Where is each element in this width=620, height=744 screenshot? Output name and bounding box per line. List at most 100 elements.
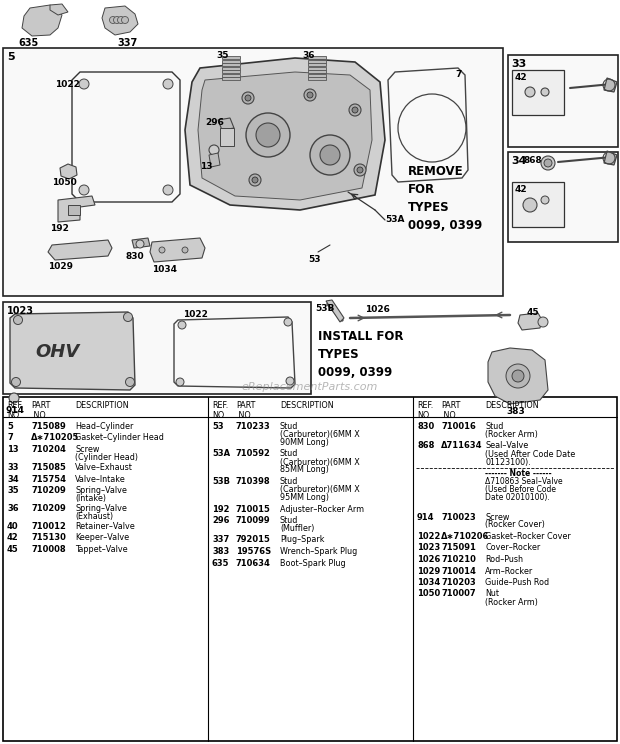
Text: 35: 35 bbox=[7, 486, 19, 495]
Text: Nut: Nut bbox=[485, 589, 499, 598]
Text: (Used After Code Date: (Used After Code Date bbox=[485, 449, 575, 458]
Text: DESCRIPTION: DESCRIPTION bbox=[280, 401, 334, 410]
Text: 868: 868 bbox=[524, 156, 542, 165]
Text: 1026: 1026 bbox=[365, 305, 390, 314]
Text: Stud: Stud bbox=[280, 449, 298, 458]
Text: 710210: 710210 bbox=[441, 555, 476, 564]
Circle shape bbox=[163, 79, 173, 89]
Polygon shape bbox=[604, 78, 617, 92]
Text: Spring–Valve: Spring–Valve bbox=[75, 504, 127, 513]
Text: Screw: Screw bbox=[485, 513, 510, 522]
Text: REF.
NO.: REF. NO. bbox=[7, 401, 24, 420]
Text: 337: 337 bbox=[212, 536, 229, 545]
Text: 34: 34 bbox=[7, 475, 19, 484]
Text: 710209: 710209 bbox=[31, 504, 66, 513]
Text: 710233: 710233 bbox=[236, 422, 271, 431]
Text: 1050: 1050 bbox=[417, 589, 440, 598]
Text: 35: 35 bbox=[216, 51, 229, 60]
Text: (Muffler): (Muffler) bbox=[280, 524, 314, 533]
Text: 710014: 710014 bbox=[441, 566, 476, 576]
Text: 1023: 1023 bbox=[7, 306, 34, 316]
Circle shape bbox=[159, 247, 165, 253]
Text: 296: 296 bbox=[212, 516, 229, 525]
Text: (Carburetor)(6MM X: (Carburetor)(6MM X bbox=[280, 458, 360, 466]
Text: Wrench–Spark Plug: Wrench–Spark Plug bbox=[280, 547, 357, 556]
Text: 42: 42 bbox=[7, 533, 19, 542]
Bar bbox=[220, 128, 234, 146]
Text: 192: 192 bbox=[212, 504, 229, 513]
Text: 1022: 1022 bbox=[417, 532, 440, 541]
Text: 13: 13 bbox=[7, 445, 19, 454]
Text: 1050: 1050 bbox=[52, 178, 77, 187]
Text: 635: 635 bbox=[212, 559, 229, 568]
Text: (Rocker Arm): (Rocker Arm) bbox=[485, 430, 538, 439]
Text: Plug–Spark: Plug–Spark bbox=[280, 536, 324, 545]
Text: PART
 NO.: PART NO. bbox=[236, 401, 255, 420]
Circle shape bbox=[182, 247, 188, 253]
Polygon shape bbox=[102, 6, 138, 35]
Text: Δ∗710205: Δ∗710205 bbox=[31, 434, 79, 443]
Bar bbox=[3, 48, 503, 296]
Bar bbox=[222, 66, 240, 69]
Text: Tappet–Valve: Tappet–Valve bbox=[75, 545, 128, 554]
Text: 710012: 710012 bbox=[31, 522, 66, 531]
Circle shape bbox=[136, 240, 144, 248]
Polygon shape bbox=[50, 4, 68, 15]
Text: 710008: 710008 bbox=[31, 545, 66, 554]
Text: 53B: 53B bbox=[212, 477, 230, 486]
Bar bbox=[222, 60, 240, 62]
Circle shape bbox=[307, 92, 313, 98]
Text: Date 02010100).: Date 02010100). bbox=[485, 493, 550, 502]
Circle shape bbox=[242, 92, 254, 104]
Bar bbox=[222, 70, 240, 73]
Polygon shape bbox=[518, 313, 542, 330]
Text: 7: 7 bbox=[7, 434, 13, 443]
Text: 33: 33 bbox=[7, 463, 19, 472]
Circle shape bbox=[79, 185, 89, 195]
Circle shape bbox=[354, 164, 366, 176]
Bar bbox=[308, 77, 326, 80]
Text: Δ∗710206: Δ∗710206 bbox=[441, 532, 489, 541]
Text: 5: 5 bbox=[7, 422, 13, 431]
Text: Screw: Screw bbox=[75, 445, 99, 454]
Circle shape bbox=[525, 87, 535, 97]
Text: 337: 337 bbox=[117, 38, 137, 48]
Circle shape bbox=[14, 315, 22, 324]
Circle shape bbox=[9, 393, 19, 403]
Polygon shape bbox=[185, 58, 385, 210]
Circle shape bbox=[79, 79, 89, 89]
Text: 715130: 715130 bbox=[31, 533, 66, 542]
Circle shape bbox=[506, 364, 530, 388]
Text: (Cylinder Head): (Cylinder Head) bbox=[75, 453, 138, 462]
Text: (Intake): (Intake) bbox=[75, 494, 106, 503]
Text: Stud: Stud bbox=[280, 422, 298, 431]
Text: 53: 53 bbox=[212, 422, 224, 431]
Circle shape bbox=[286, 377, 294, 385]
Circle shape bbox=[352, 107, 358, 113]
Text: Cover–Rocker: Cover–Rocker bbox=[485, 544, 540, 553]
Text: 19576S: 19576S bbox=[236, 547, 271, 556]
Text: 192: 192 bbox=[50, 224, 69, 233]
Text: 710204: 710204 bbox=[31, 445, 66, 454]
Text: Valve–Intake: Valve–Intake bbox=[75, 475, 126, 484]
Text: Δ710863 Seal–Valve: Δ710863 Seal–Valve bbox=[485, 477, 562, 486]
Circle shape bbox=[541, 196, 549, 204]
Polygon shape bbox=[48, 240, 112, 260]
Bar bbox=[512, 182, 564, 227]
Circle shape bbox=[246, 113, 290, 157]
Circle shape bbox=[523, 198, 537, 212]
Circle shape bbox=[357, 167, 363, 173]
Text: 01123100).: 01123100). bbox=[485, 458, 531, 466]
Text: (Rocker Arm): (Rocker Arm) bbox=[485, 597, 538, 606]
Bar bbox=[3, 397, 617, 741]
Text: 710015: 710015 bbox=[236, 504, 271, 513]
Circle shape bbox=[178, 321, 186, 329]
Text: 715754: 715754 bbox=[31, 475, 66, 484]
Bar bbox=[508, 55, 618, 147]
Text: 1029: 1029 bbox=[48, 262, 73, 271]
Circle shape bbox=[118, 16, 125, 24]
Text: 53A: 53A bbox=[212, 449, 230, 458]
Text: OHV: OHV bbox=[35, 343, 79, 361]
Circle shape bbox=[512, 370, 524, 382]
Text: Gasket–Cylinder Head: Gasket–Cylinder Head bbox=[75, 434, 164, 443]
